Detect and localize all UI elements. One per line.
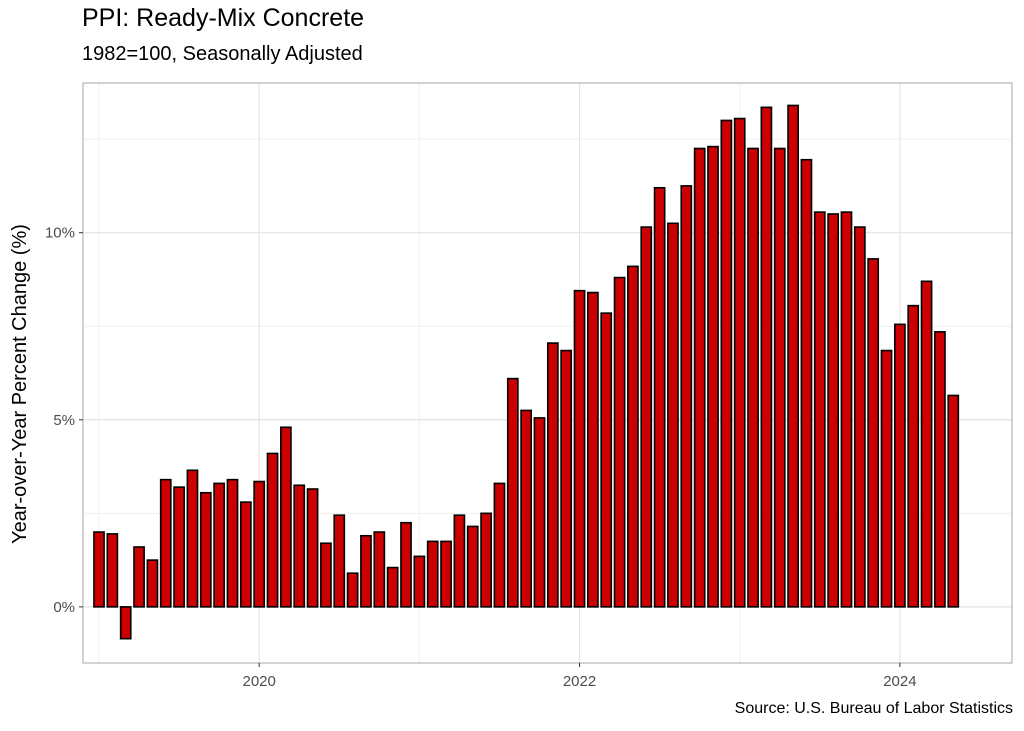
bar bbox=[266, 452, 279, 608]
bar bbox=[546, 342, 559, 608]
bar bbox=[320, 542, 332, 608]
bar bbox=[707, 145, 719, 608]
x-tick-label: 2022 bbox=[563, 673, 596, 690]
bar bbox=[333, 514, 346, 608]
x-tick-label: 2024 bbox=[883, 673, 916, 690]
bar bbox=[480, 512, 492, 608]
bar bbox=[280, 426, 292, 608]
bar bbox=[894, 323, 906, 608]
bar bbox=[173, 486, 185, 608]
bar bbox=[627, 265, 639, 608]
bar bbox=[787, 104, 799, 608]
bar bbox=[880, 349, 893, 608]
bar bbox=[493, 482, 506, 608]
bar bbox=[106, 533, 119, 608]
plot-panel-border bbox=[82, 82, 1013, 664]
bar bbox=[667, 222, 679, 608]
bar bbox=[947, 394, 960, 608]
y-tick-label: 5% bbox=[53, 412, 75, 429]
bar bbox=[386, 566, 399, 608]
bar bbox=[920, 280, 933, 608]
bar bbox=[239, 501, 252, 608]
bar bbox=[853, 226, 866, 608]
bar bbox=[199, 491, 212, 608]
chart-title: PPI: Ready-Mix Concrete bbox=[82, 4, 365, 32]
bar bbox=[827, 213, 840, 608]
bar bbox=[773, 147, 786, 608]
bar bbox=[226, 478, 239, 608]
bar bbox=[133, 546, 145, 608]
bar bbox=[680, 185, 693, 608]
x-axis-ticks: 2020 2022 2024 bbox=[243, 663, 917, 690]
bar bbox=[360, 534, 372, 608]
bar bbox=[573, 289, 586, 608]
bar bbox=[733, 117, 746, 608]
bar bbox=[413, 555, 426, 608]
bar bbox=[934, 331, 946, 608]
bar bbox=[400, 521, 412, 608]
bar bbox=[653, 186, 666, 608]
bar bbox=[840, 211, 853, 608]
bar bbox=[907, 304, 920, 608]
bar bbox=[720, 119, 733, 608]
bar bbox=[520, 409, 533, 608]
bar bbox=[346, 572, 359, 608]
bar bbox=[533, 417, 546, 608]
bar bbox=[373, 531, 386, 608]
bar bbox=[560, 349, 573, 608]
bar bbox=[159, 478, 172, 608]
y-axis-ticks: 0% 5% 10% bbox=[45, 225, 83, 616]
bar bbox=[440, 540, 452, 608]
bar bbox=[587, 291, 599, 608]
bar bbox=[867, 258, 880, 608]
y-axis-title: Year-over-Year Percent Change (%) bbox=[9, 224, 31, 544]
bar bbox=[293, 484, 306, 608]
bar bbox=[466, 525, 479, 608]
chart-subtitle: 1982=100, Seasonally Adjusted bbox=[82, 43, 363, 65]
bar bbox=[93, 531, 105, 608]
bar bbox=[506, 377, 519, 608]
bars bbox=[93, 104, 960, 640]
chart-caption: Source: U.S. Bureau of Labor Statistics bbox=[734, 700, 1013, 717]
bar bbox=[747, 147, 759, 608]
bar bbox=[453, 514, 466, 608]
bar bbox=[146, 559, 159, 608]
bar bbox=[613, 276, 626, 608]
bar bbox=[800, 158, 813, 608]
bar bbox=[600, 312, 613, 608]
bar bbox=[213, 482, 226, 608]
bar bbox=[426, 540, 439, 608]
bar bbox=[640, 226, 653, 608]
bar bbox=[119, 606, 132, 640]
y-tick-label: 0% bbox=[53, 599, 75, 616]
bar bbox=[306, 488, 319, 608]
bar bbox=[186, 469, 199, 608]
bar bbox=[760, 106, 773, 608]
bar bbox=[693, 147, 706, 608]
bar bbox=[253, 480, 266, 608]
y-tick-label: 10% bbox=[45, 225, 75, 242]
x-tick-label: 2020 bbox=[243, 673, 276, 690]
bar bbox=[813, 211, 826, 608]
